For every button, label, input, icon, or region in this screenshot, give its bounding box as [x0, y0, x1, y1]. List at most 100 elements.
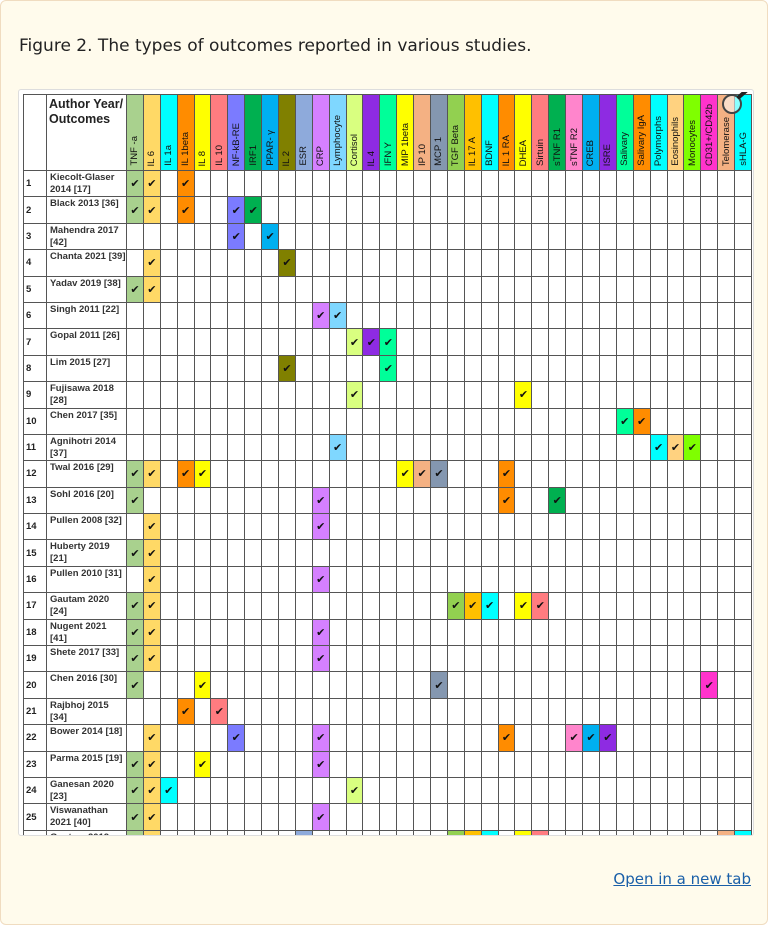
column-header: Salivary IgA — [632, 94, 651, 171]
empty-cell — [328, 460, 347, 488]
empty-cell — [649, 275, 668, 303]
empty-cell — [193, 776, 212, 805]
empty-cell — [328, 565, 347, 594]
empty-cell — [413, 275, 432, 303]
empty-cell — [261, 539, 280, 567]
check-mark-icon: ✔ — [193, 750, 212, 778]
empty-cell — [210, 196, 229, 224]
empty-cell — [598, 460, 617, 488]
empty-cell — [565, 565, 584, 594]
empty-cell — [632, 829, 651, 835]
column-header-label: PPAR- γ — [264, 130, 276, 166]
empty-cell — [379, 724, 398, 752]
table-row: 2 Black 2013 [36] ✔ ✔ ✔ ✔ ✔ — [23, 196, 752, 224]
empty-cell — [548, 671, 567, 699]
empty-cell — [632, 328, 651, 356]
empty-cell — [615, 249, 634, 277]
empty-cell — [396, 433, 415, 462]
empty-cell — [413, 433, 432, 462]
empty-cell — [497, 222, 516, 251]
magnifier-icon[interactable] — [720, 92, 750, 122]
check-mark-icon: ✔ — [615, 407, 634, 435]
empty-cell — [210, 381, 229, 409]
empty-cell — [278, 486, 296, 515]
empty-cell — [700, 169, 719, 198]
column-header: IL 6 — [142, 94, 161, 171]
empty-cell — [362, 776, 381, 805]
empty-cell — [717, 750, 736, 778]
empty-cell — [210, 803, 229, 831]
empty-cell — [717, 249, 736, 277]
empty-cell — [244, 645, 263, 673]
empty-cell — [700, 592, 719, 620]
table-row: 10 Chen 2017 [35] ✔ ✔ — [23, 407, 752, 435]
empty-cell — [497, 829, 516, 835]
empty-cell — [531, 750, 550, 778]
column-header: CD31+/CD42b — [700, 94, 719, 171]
empty-cell — [244, 697, 263, 726]
empty-cell — [176, 671, 195, 699]
empty-cell — [531, 724, 550, 752]
empty-cell — [278, 697, 296, 726]
check-mark-icon: ✔ — [193, 671, 212, 699]
empty-cell — [446, 539, 465, 567]
empty-cell — [328, 645, 347, 673]
empty-cell — [176, 381, 195, 409]
empty-cell — [142, 486, 161, 515]
empty-cell — [446, 407, 465, 435]
empty-cell — [615, 275, 634, 303]
empty-cell — [396, 776, 415, 805]
study-author: Yadav 2019 [38] — [46, 275, 127, 303]
empty-cell — [531, 301, 550, 330]
empty-cell — [734, 301, 752, 330]
empty-cell — [548, 697, 567, 726]
empty-cell — [227, 592, 246, 620]
empty-cell — [446, 381, 465, 409]
figure-image[interactable]: Author Year/ Outcomes TNF -a IL 6 IL 1a IL … — [18, 89, 754, 836]
empty-cell — [480, 169, 499, 198]
empty-cell — [142, 697, 161, 726]
empty-cell — [345, 513, 364, 541]
check-mark-icon: ✔ — [244, 196, 263, 224]
column-header-label: ISRE — [602, 143, 614, 166]
empty-cell — [514, 645, 533, 673]
empty-cell — [159, 354, 178, 383]
empty-cell — [734, 275, 752, 303]
empty-cell — [446, 724, 465, 752]
empty-cell — [261, 671, 280, 699]
empty-cell — [598, 697, 617, 726]
empty-cell — [362, 486, 381, 515]
empty-cell — [328, 671, 347, 699]
empty-cell — [193, 486, 212, 515]
empty-cell — [362, 196, 381, 224]
empty-cell — [244, 671, 263, 699]
empty-cell — [142, 671, 161, 699]
column-header-label: sTNF R2 — [568, 128, 580, 166]
empty-cell — [531, 513, 550, 541]
empty-cell — [632, 301, 651, 330]
header-number-cell — [23, 94, 47, 171]
empty-cell — [446, 750, 465, 778]
empty-cell — [261, 803, 280, 831]
check-mark-icon: ✔ — [126, 750, 144, 778]
empty-cell — [548, 829, 567, 835]
empty-cell — [514, 618, 533, 647]
empty-cell — [413, 776, 432, 805]
empty-cell — [548, 513, 567, 541]
empty-cell — [396, 513, 415, 541]
empty-cell — [294, 513, 313, 541]
empty-cell — [328, 776, 347, 805]
empty-cell — [345, 275, 364, 303]
empty-cell — [278, 433, 296, 462]
empty-cell — [548, 539, 567, 567]
empty-cell — [717, 592, 736, 620]
empty-cell — [446, 328, 465, 356]
empty-cell — [632, 275, 651, 303]
empty-cell — [598, 169, 617, 198]
column-header-label: sHLA-G — [737, 132, 749, 166]
open-in-new-tab-link[interactable]: Open in a new tab — [613, 870, 751, 888]
empty-cell — [649, 803, 668, 831]
empty-cell — [244, 829, 263, 835]
empty-cell — [311, 275, 330, 303]
empty-cell — [717, 328, 736, 356]
